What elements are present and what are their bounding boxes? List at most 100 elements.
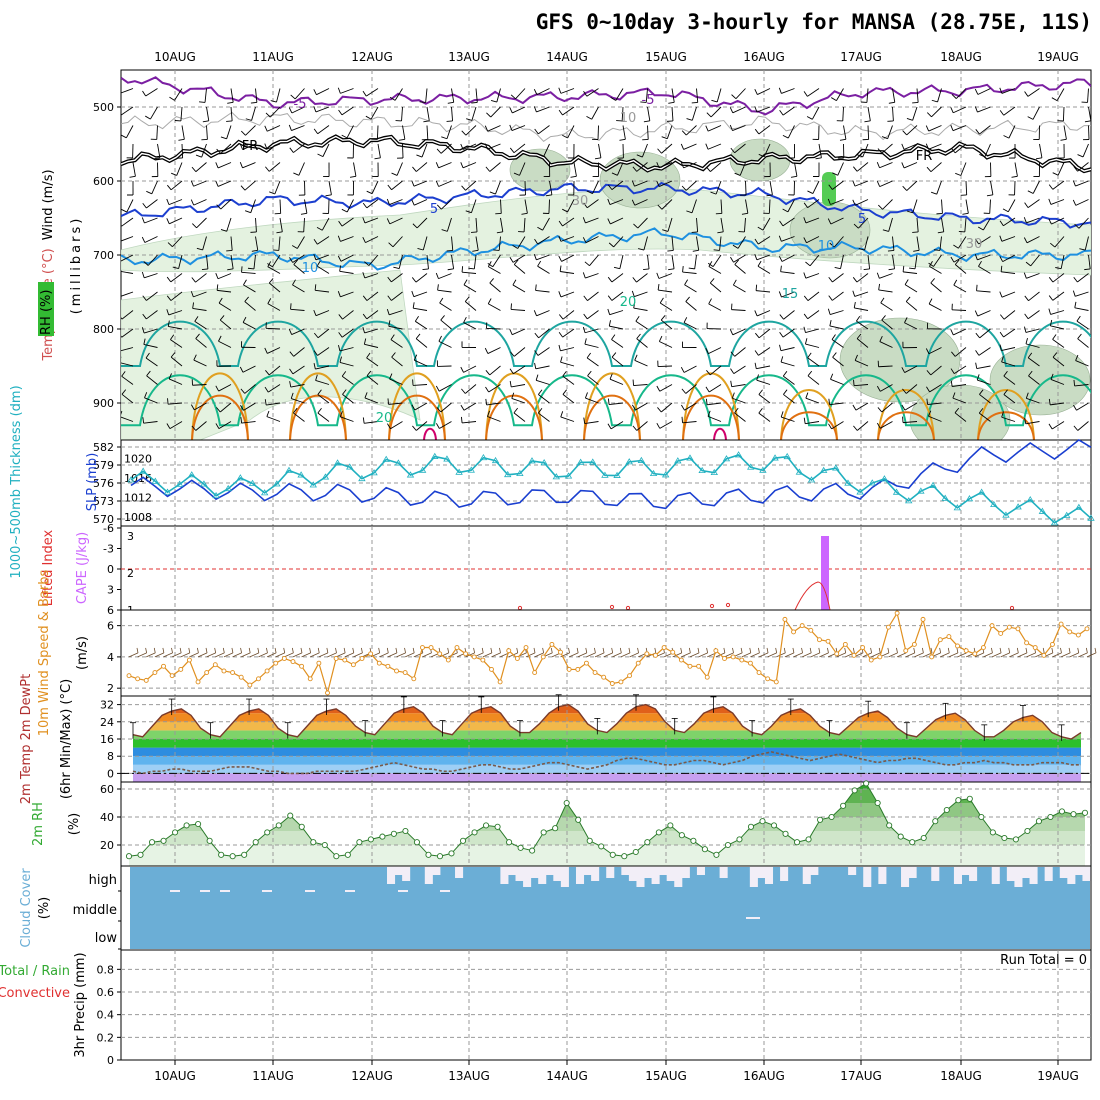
thickness-marker bbox=[832, 464, 840, 471]
wind-barb-flag bbox=[265, 166, 270, 172]
wind-barb-flag bbox=[338, 314, 343, 320]
wind-speed-marker bbox=[920, 616, 926, 622]
wind-barb bbox=[174, 88, 183, 101]
wind-barb-flag bbox=[807, 370, 813, 377]
wind-barb-flag bbox=[1024, 417, 1027, 424]
wind-barb bbox=[121, 310, 134, 320]
wind-barb-flag bbox=[863, 268, 870, 271]
rh-band bbox=[129, 845, 1085, 866]
wind-barb-flag bbox=[780, 356, 784, 363]
surface-wind-barb-flag bbox=[317, 647, 320, 653]
wind-barb-flag bbox=[313, 89, 317, 95]
wind-speed-marker bbox=[566, 666, 572, 672]
wind-speed-marker bbox=[350, 662, 356, 668]
wind-barb bbox=[536, 88, 550, 96]
wind-barb bbox=[178, 254, 183, 269]
wind-barb bbox=[1026, 273, 1040, 279]
wind-barb-flag bbox=[559, 265, 562, 272]
wind-barb-flag bbox=[583, 417, 586, 424]
wind-barb-flag bbox=[1048, 198, 1052, 205]
wind-barb-flag bbox=[337, 87, 341, 94]
wind-barb-flag bbox=[386, 218, 391, 225]
surface-wind-barb bbox=[1086, 652, 1097, 658]
wind-barb bbox=[707, 143, 722, 150]
wind-barb bbox=[990, 180, 994, 195]
wind-barb bbox=[426, 254, 429, 269]
wind-barb-flag bbox=[912, 231, 919, 233]
y-tick-label: 500 bbox=[93, 101, 114, 114]
wind-barb-flag bbox=[414, 316, 419, 322]
wind-barb-flag bbox=[1024, 295, 1029, 301]
wind-barb-flag bbox=[227, 268, 234, 271]
wind-barb bbox=[441, 199, 452, 210]
surface-wind-barb-flag bbox=[1025, 647, 1028, 653]
wind-barb-flag bbox=[766, 194, 773, 197]
wind-speed-marker bbox=[558, 649, 563, 655]
wind-speed-marker bbox=[722, 656, 727, 661]
wind-barb bbox=[611, 339, 624, 348]
wind-barb-flag bbox=[423, 120, 430, 123]
wind-barb-flag bbox=[852, 166, 858, 172]
cloud-gap bbox=[969, 867, 978, 881]
thickness-marker bbox=[977, 488, 986, 495]
wind-barb bbox=[807, 310, 820, 320]
wind-barb-flag bbox=[435, 385, 440, 392]
wind-barb-flag bbox=[441, 136, 448, 140]
surface-wind-barb bbox=[871, 652, 881, 658]
wind-barb bbox=[317, 236, 330, 245]
surface-wind-barb-flag bbox=[205, 647, 208, 653]
wind-barb bbox=[762, 217, 771, 231]
wind-barb bbox=[265, 327, 281, 330]
date-label-top: 14AUG bbox=[546, 50, 588, 64]
rh-marker bbox=[989, 829, 996, 836]
wind-barb-flag bbox=[239, 162, 243, 168]
wind-barb bbox=[1025, 343, 1040, 348]
surface-wind-barb-flag bbox=[852, 647, 855, 653]
wind-barb bbox=[462, 143, 477, 150]
wind-barb-flag bbox=[584, 338, 587, 345]
wind-barb-flag bbox=[534, 332, 539, 339]
wind-barb-flag bbox=[142, 90, 147, 97]
wind-barb-flag bbox=[780, 265, 782, 272]
wind-barb-flag bbox=[1075, 354, 1079, 361]
cloud-gap bbox=[1021, 867, 1031, 878]
surface-wind-barb-flag bbox=[913, 647, 916, 653]
surface-wind-barb-flag bbox=[1068, 647, 1071, 653]
wind-barb bbox=[562, 106, 575, 116]
wind-barb bbox=[143, 344, 158, 348]
rh-marker bbox=[241, 851, 248, 858]
wind-barb bbox=[635, 320, 648, 330]
wind-barb bbox=[879, 273, 893, 279]
wind-speed-marker bbox=[998, 631, 1004, 636]
wind-speed-marker bbox=[963, 648, 969, 654]
wind-barb-flag bbox=[734, 407, 739, 414]
wind-barb bbox=[854, 360, 869, 367]
wind-barb bbox=[511, 397, 526, 404]
surface-wind-barb bbox=[491, 652, 501, 658]
wind-speed-marker bbox=[463, 651, 469, 657]
surface-wind-barb bbox=[758, 652, 769, 658]
wind-barb bbox=[637, 217, 648, 229]
wind-barb-flag bbox=[582, 326, 586, 333]
wind-barb-flag bbox=[783, 389, 788, 395]
wind-barb-flag bbox=[313, 254, 317, 260]
wind-barb-flag bbox=[901, 162, 905, 169]
y-tick-label: 800 bbox=[93, 323, 114, 336]
wind-barb bbox=[1001, 88, 1016, 94]
wind-barb bbox=[272, 254, 281, 268]
wind-speed-marker bbox=[825, 638, 831, 644]
wind-barb bbox=[279, 217, 283, 232]
wind-barb-flag bbox=[587, 370, 592, 377]
wind-barb-flag bbox=[754, 310, 758, 317]
wind-barb bbox=[266, 416, 281, 422]
wind-barb bbox=[523, 217, 526, 232]
wind-barb-flag bbox=[289, 368, 294, 375]
wind-barb-flag bbox=[757, 260, 762, 267]
wind-barb bbox=[1060, 254, 1065, 269]
rh-marker bbox=[529, 847, 536, 854]
wind-barb bbox=[567, 125, 575, 139]
wind-barb bbox=[805, 343, 820, 348]
surface-wind-barb-flag bbox=[283, 647, 286, 653]
wind-barb bbox=[276, 88, 281, 103]
